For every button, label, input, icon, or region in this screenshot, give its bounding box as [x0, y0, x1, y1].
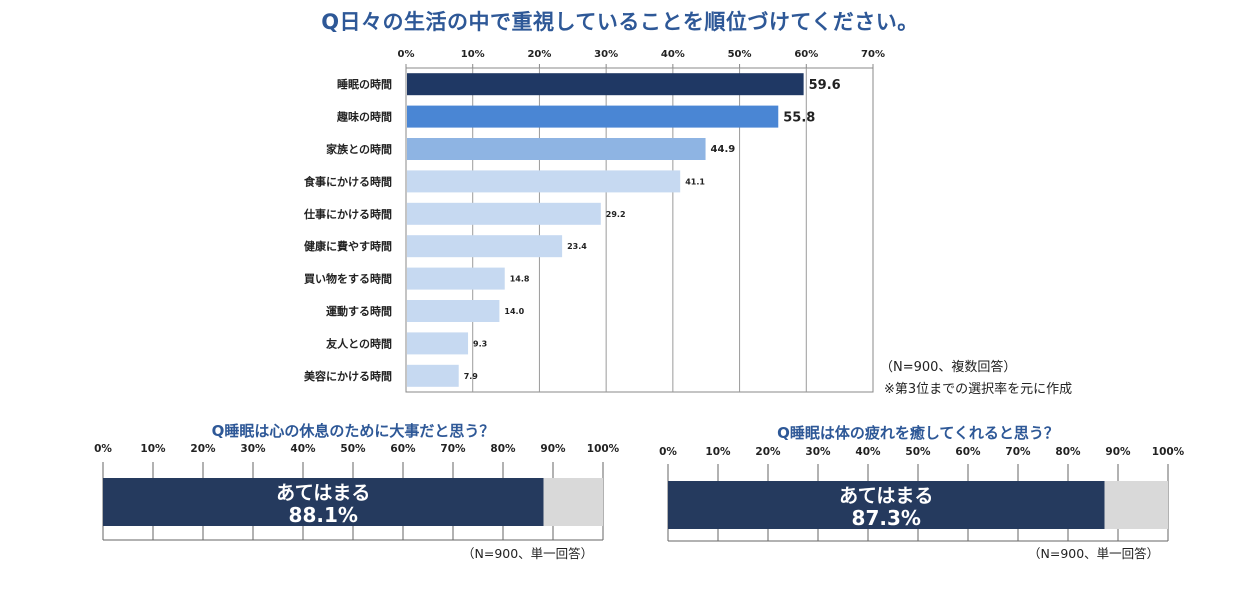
x-tick-label: 50% [340, 443, 366, 455]
x-tick-label: 20% [190, 443, 216, 455]
x-tick-label: 30% [805, 446, 831, 458]
data-label: 41.1 [685, 177, 705, 186]
main-chart-title: Q日々の生活の中で重視していることを順位づけてください。 [321, 10, 919, 34]
right-chart-note: （N=900、単一回答） [1028, 546, 1160, 561]
bar-agree [103, 478, 544, 526]
x-tick-label: 40% [855, 446, 881, 458]
x-tick-label: 20% [527, 49, 551, 60]
bar [407, 235, 563, 258]
data-label: 87.3% [852, 506, 921, 530]
data-label: 29.2 [606, 210, 626, 219]
bar [407, 202, 601, 225]
bar-remainder [543, 478, 603, 526]
category-label: 健康に費やす時間 [304, 239, 392, 253]
plot-frame [405, 67, 874, 393]
category-label: 買い物をする時間 [304, 272, 392, 286]
data-label: 9.3 [473, 339, 487, 348]
data-label: 14.0 [504, 307, 524, 316]
bar-remainder [1104, 481, 1168, 529]
data-label: 59.6 [809, 78, 841, 93]
segment-label: あてはまる [839, 485, 933, 507]
x-tick-label: 100% [1152, 446, 1185, 458]
data-label: 88.1% [289, 503, 358, 527]
x-tick-label: 70% [440, 443, 466, 455]
bar [407, 267, 505, 290]
x-tick-label: 80% [490, 443, 516, 455]
category-label: 友人との時間 [326, 336, 392, 350]
x-tick-label: 100% [587, 443, 620, 455]
x-tick-label: 90% [540, 443, 566, 455]
x-tick-label: 90% [1105, 446, 1131, 458]
x-tick-label: 20% [755, 446, 781, 458]
bar [407, 332, 469, 355]
x-tick-label: 10% [461, 49, 485, 60]
x-tick-label: 80% [1055, 446, 1081, 458]
x-tick-label: 30% [240, 443, 266, 455]
x-tick-label: 50% [728, 49, 752, 60]
x-tick-label: 40% [661, 49, 685, 60]
category-label: 家族との時間 [326, 142, 392, 156]
bar [407, 105, 779, 128]
data-label: 7.9 [464, 372, 479, 381]
bar [407, 300, 500, 322]
bar-agree [668, 481, 1105, 529]
segment-label: あてはまる [276, 482, 370, 504]
x-tick-label: 40% [290, 443, 316, 455]
bar [407, 364, 459, 387]
x-tick-label: 30% [594, 49, 618, 60]
x-tick-label: 60% [794, 49, 818, 60]
x-tick-label: 0% [398, 49, 415, 60]
x-tick-label: 50% [905, 446, 931, 458]
main-chart: 0% 10% 20% 30% 40% 50% 60% 70% 睡眠の時間 59.6 趣味の時間 55.… [303, 49, 885, 393]
category-label: 食事にかける時間 [304, 174, 392, 188]
category-label: 趣味の時間 [336, 110, 392, 124]
x-tick-label: 0% [659, 446, 677, 458]
x-tick-label: 70% [861, 49, 885, 60]
x-tick-label: 0% [94, 443, 112, 455]
main-chart-note-n: （N=900、複数回答） [880, 360, 1017, 375]
data-label: 23.4 [567, 242, 587, 251]
category-label: 仕事にかける時間 [303, 207, 392, 221]
left-chart-title: Q睡眠は心の休息のために大事だと思う？ [211, 422, 495, 440]
category-label: 美容にかける時間 [304, 369, 392, 383]
right-chart-title: Q睡眠は体の疲れを癒してくれると思う？ [777, 424, 1059, 442]
x-tick-label: 60% [390, 443, 416, 455]
x-tick-label: 70% [1005, 446, 1031, 458]
bar [407, 138, 706, 160]
x-tick-label: 60% [955, 446, 981, 458]
bar [407, 170, 681, 193]
data-label: 44.9 [711, 144, 736, 155]
x-tick-label: 10% [705, 446, 731, 458]
data-label: 55.8 [783, 111, 815, 126]
left-chart-note: （N=900、単一回答） [462, 546, 594, 561]
category-label: 睡眠の時間 [337, 77, 392, 91]
main-chart-note-basis: ※第3位までの選択率を元に作成 [884, 382, 1073, 397]
category-label: 運動する時間 [326, 304, 392, 318]
x-tick-label: 10% [140, 443, 166, 455]
bar [407, 73, 804, 96]
data-label: 14.8 [510, 275, 530, 284]
